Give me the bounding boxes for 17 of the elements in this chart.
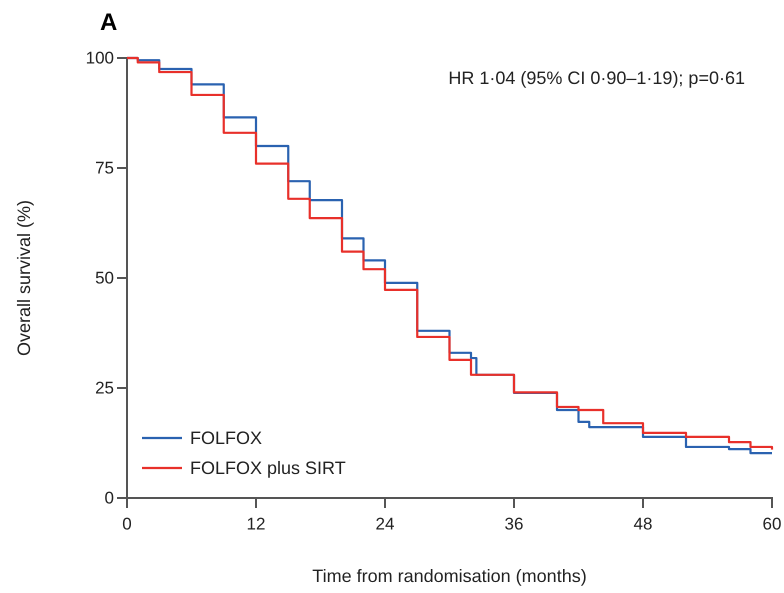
x-tick-label: 48 bbox=[634, 514, 652, 534]
x-axis-title: Time from randomisation (months) bbox=[312, 566, 587, 586]
chart-title: A bbox=[100, 9, 118, 36]
y-axis-title: Overall survival (%) bbox=[14, 200, 34, 356]
legend-label: FOLFOX bbox=[190, 428, 262, 448]
annotation: HR 1·04 (95% CI 0·90–1·19); p=0·61 bbox=[448, 68, 745, 88]
x-tick-label: 0 bbox=[122, 514, 132, 534]
y-tick-label: 100 bbox=[86, 48, 114, 68]
x-tick-label: 24 bbox=[376, 514, 394, 534]
x-tick-label: 60 bbox=[762, 514, 782, 534]
y-tick-label: 75 bbox=[95, 158, 114, 178]
y-tick-label: 50 bbox=[95, 268, 114, 288]
x-tick-label: 36 bbox=[504, 514, 524, 534]
legend-label: FOLFOX plus SIRT bbox=[190, 458, 346, 478]
y-tick-label: 0 bbox=[104, 488, 114, 508]
y-tick-label: 25 bbox=[95, 378, 114, 398]
x-tick-label: 12 bbox=[246, 514, 266, 534]
